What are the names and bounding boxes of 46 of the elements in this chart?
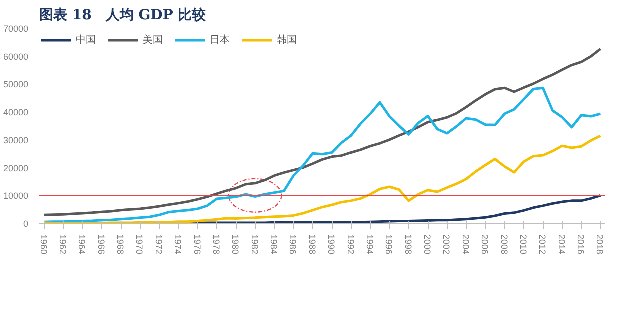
- x-tick-label: 2006: [480, 234, 490, 255]
- x-tick-label: 1968: [116, 234, 126, 255]
- x-tick-label: 1990: [326, 234, 337, 255]
- x-tick-label: 1962: [58, 234, 68, 255]
- x-tick-label: 2012: [538, 234, 548, 255]
- line-series: [43, 86, 602, 224]
- x-tick-label: 1964: [77, 234, 88, 255]
- y-tick-label: 0: [23, 219, 29, 229]
- x-tick-label: 1994: [364, 234, 375, 255]
- x-tick-label: 1984: [269, 234, 280, 255]
- x-tick-label: 1974: [173, 234, 184, 255]
- y-tick-label: 50000: [3, 80, 29, 90]
- x-tick-label: 2016: [576, 234, 586, 255]
- x-tick-label: 1996: [384, 234, 394, 255]
- x-tick-label: 2000: [422, 234, 433, 255]
- x-tick-label: 1986: [288, 234, 298, 255]
- x-tick-label: 1976: [192, 234, 202, 255]
- y-tick-label: 60000: [3, 52, 29, 62]
- y-tick-label: 10000: [3, 191, 29, 202]
- y-tick-label: 70000: [3, 24, 29, 34]
- x-tick-label: 2004: [460, 234, 471, 255]
- x-tick-label: 2014: [556, 234, 567, 255]
- x-tick-label: 2002: [442, 234, 452, 255]
- x-tick-label: 1982: [250, 234, 260, 255]
- chart-title: 图表 18 人均 GDP 比较: [40, 8, 208, 24]
- legend-label: 韩国: [277, 34, 297, 47]
- legend-label: 日本: [210, 34, 230, 47]
- line-series: [43, 48, 602, 216]
- y-tick-label: 30000: [3, 135, 29, 146]
- y-tick-label: 20000: [3, 163, 29, 174]
- y-tick-label: 40000: [3, 108, 29, 118]
- x-tick-label: 1980: [230, 234, 241, 255]
- x-tick-label: 1960: [38, 234, 49, 255]
- line-series: [43, 134, 602, 224]
- x-tick-label: 2018: [595, 234, 606, 255]
- x-tick-label: 2010: [518, 234, 528, 255]
- x-tick-label: 1978: [211, 234, 222, 255]
- x-tick-label: 1988: [307, 234, 318, 255]
- x-tick-label: 1972: [154, 234, 164, 255]
- legend-label: 美国: [143, 34, 163, 47]
- legend-label: 中国: [76, 34, 96, 47]
- x-tick-label: 1966: [96, 234, 106, 255]
- x-tick-label: 1970: [134, 234, 145, 255]
- x-tick-label: 1998: [403, 234, 414, 255]
- x-tick-label: 2008: [499, 234, 510, 255]
- x-tick-label: 1992: [346, 234, 356, 255]
